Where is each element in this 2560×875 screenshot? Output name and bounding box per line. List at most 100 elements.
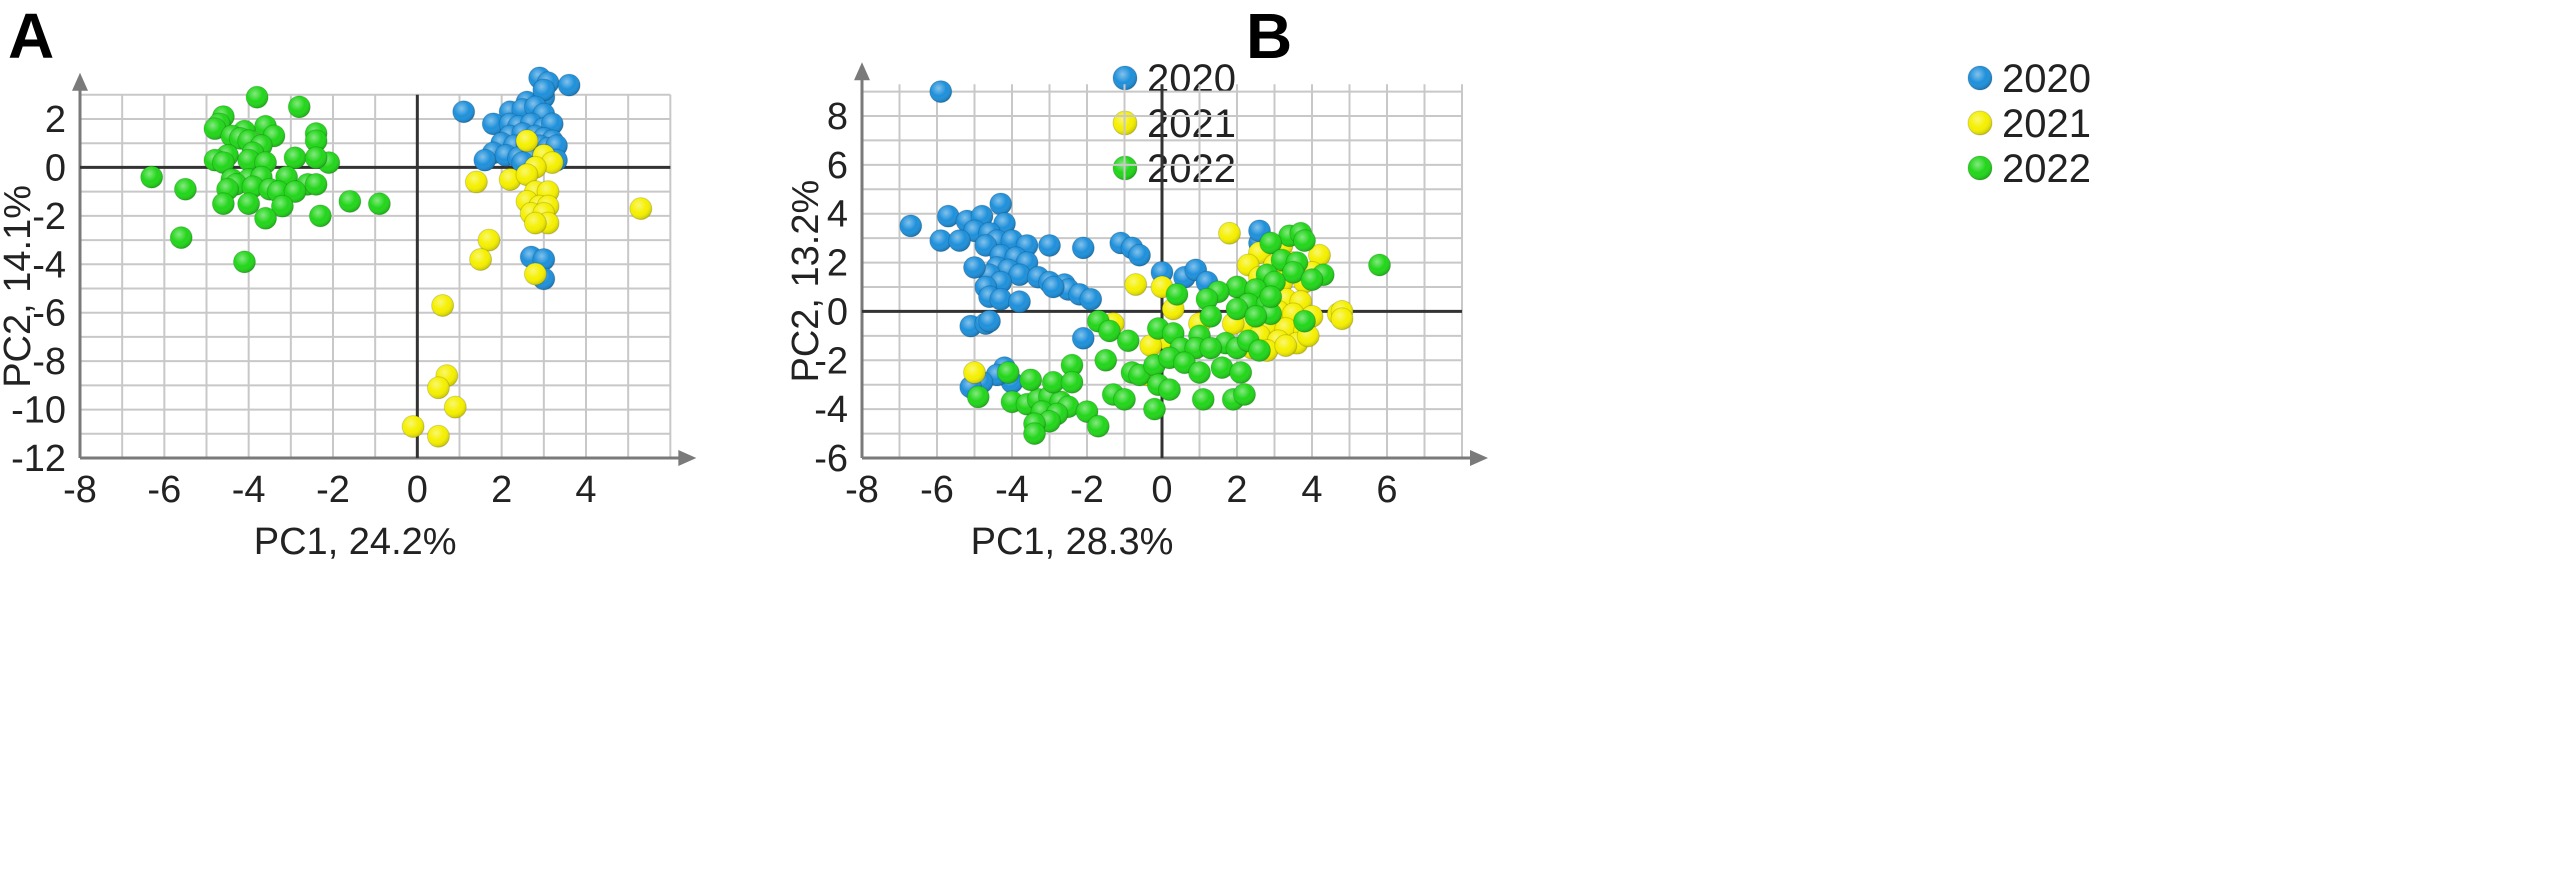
point-shade — [989, 288, 1012, 311]
point-shade — [1072, 327, 1095, 350]
point-shade — [1226, 276, 1248, 298]
point-shade — [967, 385, 990, 408]
point-shade — [482, 112, 505, 135]
point-2021 — [1124, 273, 1148, 297]
point-2022 — [1143, 397, 1166, 421]
point-2020 — [557, 73, 581, 97]
point-shade — [1301, 268, 1323, 291]
point-shade — [929, 229, 952, 252]
point-shade — [1019, 368, 1042, 391]
point-shade — [1008, 263, 1031, 286]
point-2022 — [287, 95, 311, 119]
point-shade — [1196, 288, 1218, 311]
point-2022 — [1210, 356, 1234, 380]
point-shade — [1199, 305, 1222, 328]
point-2020 — [948, 229, 971, 253]
point-2022 — [1041, 370, 1065, 394]
y-tick-label: 2 — [827, 243, 848, 285]
point-shade — [937, 205, 960, 228]
point-shade — [1098, 319, 1121, 342]
point-shade — [1158, 378, 1181, 401]
point-shade — [1226, 297, 1248, 320]
point-shade — [427, 376, 450, 399]
point-2020 — [481, 112, 505, 136]
point-2022 — [1248, 339, 1271, 363]
x-tick-label: -6 — [147, 469, 181, 511]
x-tick-label: 6 — [1376, 469, 1397, 511]
y-tick-label: 0 — [45, 147, 66, 189]
point-2022 — [1060, 370, 1084, 394]
point-shade — [1072, 236, 1095, 259]
point-2021 — [523, 262, 547, 286]
x-tick-label: 2 — [491, 469, 512, 511]
point-shade — [212, 192, 235, 215]
point-2021 — [515, 129, 539, 153]
point-2022 — [283, 180, 307, 204]
y-axis-label: PC2, 14.1% — [0, 185, 39, 388]
x-axis-arrow — [678, 450, 697, 466]
point-2020 — [1128, 243, 1151, 267]
point-2022 — [232, 250, 256, 274]
point-shade — [997, 361, 1020, 384]
point-shade — [284, 180, 307, 203]
point-shade — [1038, 234, 1061, 257]
point-shade — [431, 294, 454, 317]
point-2021 — [515, 163, 539, 187]
point-2022 — [304, 172, 328, 196]
y-tick-label: -4 — [814, 389, 848, 431]
point-shade — [174, 178, 197, 201]
x-tick-label: 2 — [1226, 469, 1247, 511]
point-shade — [1008, 290, 1031, 313]
point-shade — [1192, 388, 1215, 411]
point-shade — [1139, 334, 1162, 357]
y-tick-label: 0 — [827, 291, 848, 333]
point-shade — [532, 78, 555, 101]
point-shade — [478, 229, 501, 252]
y-axis-label: PC2, 13.2% — [785, 180, 827, 383]
point-2022 — [1060, 353, 1084, 377]
point-2022 — [304, 146, 328, 170]
point-shade — [1061, 354, 1083, 377]
point-shade — [1079, 288, 1102, 311]
point-2022 — [1259, 231, 1283, 255]
y-axis-arrow — [854, 62, 870, 81]
point-shade — [948, 229, 971, 252]
point-shade — [452, 100, 475, 123]
point-2022 — [1199, 304, 1223, 328]
legend-item-2020: 2020 — [1112, 57, 1236, 101]
point-shade — [427, 425, 450, 448]
point-2021 — [1308, 243, 1331, 267]
panel-label: B — [1246, 0, 1292, 72]
point-shade — [541, 151, 564, 174]
point-shade — [1218, 222, 1241, 245]
point-shade — [338, 190, 361, 213]
point-2022 — [241, 175, 265, 199]
x-tick-label: -2 — [1070, 469, 1104, 511]
y-tick-label: -12 — [11, 438, 66, 480]
point-shade — [241, 175, 264, 198]
legend-label: 2020 — [1147, 57, 1236, 101]
data-points — [140, 66, 653, 448]
legend-label: 2021 — [1147, 102, 1236, 146]
point-2020 — [452, 100, 476, 124]
point-2022 — [1244, 304, 1268, 328]
panel-a: A -8 -6 -4 -2 0 2 4-12-10-8-6-4-202 PC1, 24.2%… — [0, 0, 1236, 563]
legend-marker-shade — [1968, 66, 1992, 90]
point-shade — [246, 86, 269, 109]
x-tick-label: -6 — [920, 469, 954, 511]
point-shade — [1128, 244, 1151, 267]
point-2021 — [477, 228, 501, 252]
point-2022 — [1368, 253, 1391, 277]
point-shade — [305, 173, 328, 196]
point-2022 — [1300, 268, 1324, 292]
point-2021 — [498, 168, 522, 192]
point-shade — [444, 396, 467, 419]
point-2022 — [1019, 368, 1043, 392]
x-axis-arrow — [1470, 450, 1488, 466]
y-tick-label: -4 — [32, 244, 66, 286]
tick-labels: -8 -6 -4 -2 0 2 4 -12 -10 -8 -6 -4 -2 0 2 — [11, 99, 596, 511]
